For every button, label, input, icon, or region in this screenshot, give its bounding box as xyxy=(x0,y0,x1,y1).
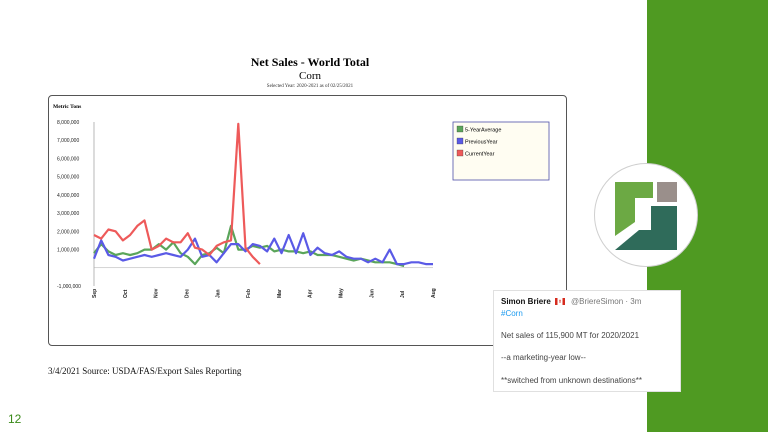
tweet-text-line-3: **switched from unknown destinations** xyxy=(501,376,642,385)
tweet-card[interactable]: Simon Briere @BriereSimon · 3m #Corn Net… xyxy=(493,290,681,392)
legend-label: CurrentYear xyxy=(465,152,495,158)
series-line-currentyear xyxy=(93,122,261,265)
legend-swatch xyxy=(456,149,464,157)
y-tick-label: 2,000,000 xyxy=(57,229,79,235)
legend-swatch xyxy=(456,125,464,133)
tweet-text-line-2: --a marketing-year low-- xyxy=(501,353,586,362)
y-tick-label: -1,000,000 xyxy=(57,284,81,290)
x-tick-label: Dec xyxy=(184,289,190,298)
x-tick-label: Jan xyxy=(215,289,221,298)
y-tick-label: 1,000,000 xyxy=(57,248,79,254)
x-tick-label: Jun xyxy=(369,289,375,298)
x-tick-label: Apr xyxy=(308,289,314,298)
y-tick-label: 6,000,000 xyxy=(57,156,79,162)
legend-label: PreviousYear xyxy=(465,140,498,146)
chart-subtitle: Corn xyxy=(299,70,321,82)
company-logo xyxy=(594,163,698,267)
x-tick-label: Feb xyxy=(246,289,252,298)
series-line-5-yearaverage xyxy=(93,224,405,268)
canada-flag-icon xyxy=(555,298,566,306)
legend-swatch xyxy=(456,137,464,145)
tweet-author-name: Simon Briere xyxy=(501,297,551,306)
tweet-author[interactable]: Simon Briere xyxy=(501,297,566,306)
x-tick-label: Sep xyxy=(92,289,98,298)
legend-label: 5-YearAverage xyxy=(465,128,501,134)
x-tick-label: Oct xyxy=(123,289,129,298)
chart-frame: Metric Tons 8,000,000 7,000,000 6,000,000 5,… xyxy=(48,95,567,346)
tweet-handle[interactable]: @BriereSimon · 3m xyxy=(571,297,642,306)
y-tick-label: 4,000,000 xyxy=(57,193,79,199)
chart-title: Net Sales - World Total xyxy=(250,55,370,69)
page-number: 12 xyxy=(8,412,22,426)
x-tick-label: Aug xyxy=(431,288,437,298)
x-tick-label: Jul xyxy=(400,290,406,298)
legend-box xyxy=(452,121,550,181)
logo-mark-icon xyxy=(615,182,677,250)
chart-note: Selected Year: 2020-2021 as of 02/25/202… xyxy=(266,84,354,89)
y-tick-label: 7,000,000 xyxy=(57,138,79,144)
tweet-hashtag[interactable]: #Corn xyxy=(501,309,523,318)
source-note: 3/4/2021 Source: USDA/FAS/Export Sales R… xyxy=(48,366,242,376)
x-tick-label: May xyxy=(339,288,345,298)
x-tick-label: Nov xyxy=(154,288,160,298)
series-line-previousyear xyxy=(92,232,433,266)
tweet-text-line-1: Net sales of 115,900 MT for 2020/2021 xyxy=(501,331,640,340)
net-sales-chart: Metric Tons 8,000,000 7,000,000 6,000,000 5,… xyxy=(53,104,550,298)
x-tick-label: Mar xyxy=(277,289,283,298)
y-tick-label: 5,000,000 xyxy=(57,175,79,181)
y-tick-label: 8,000,000 xyxy=(57,120,79,126)
y-axis-label: Metric Tons xyxy=(53,104,81,110)
y-tick-label: 3,000,000 xyxy=(57,211,79,217)
